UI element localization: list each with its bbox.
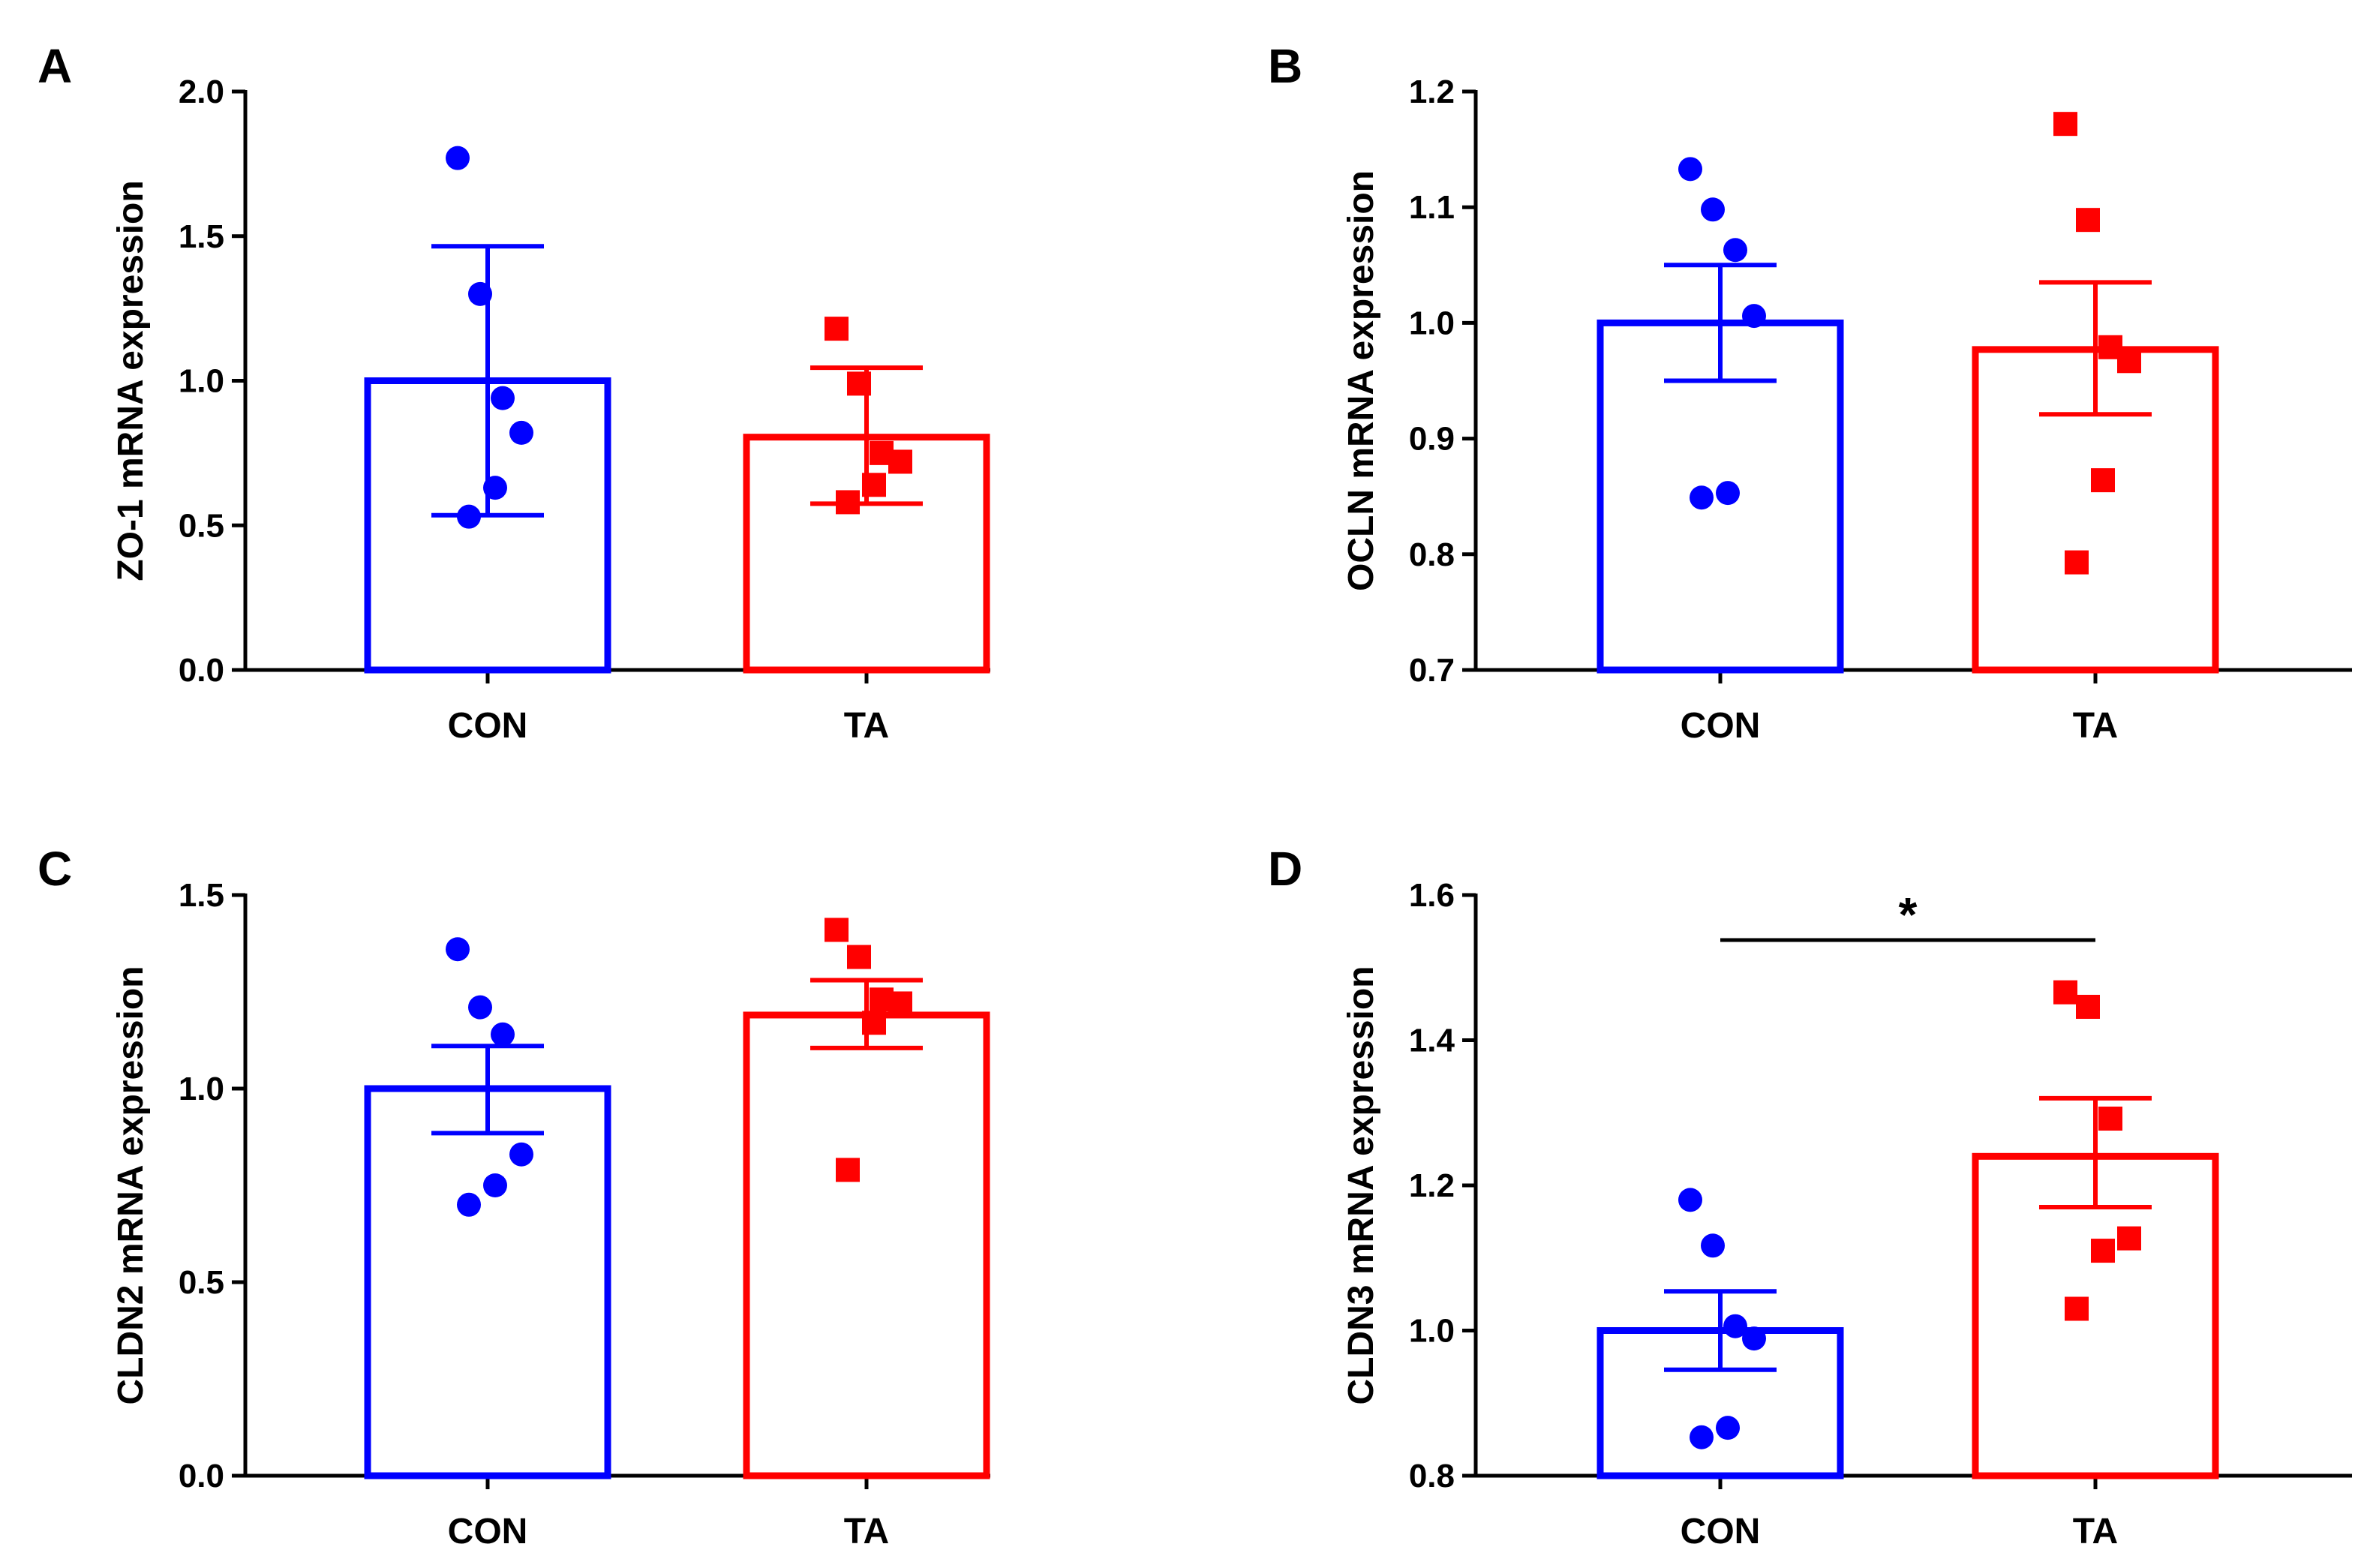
x-category-label: TA <box>844 1512 889 1551</box>
data-point-con <box>446 146 470 170</box>
y-tick-label: 0.8 <box>1409 536 1455 573</box>
data-point-ta <box>862 1011 886 1035</box>
bar-con <box>364 1085 611 1479</box>
y-tick-label: 0.0 <box>179 652 224 689</box>
y-tick-label: 1.2 <box>1409 74 1455 110</box>
y-axis-title: OCLN mRNA expression <box>1341 170 1381 591</box>
data-point-con <box>1716 1416 1740 1440</box>
data-point-con <box>491 386 515 410</box>
data-point-ta <box>2076 994 2100 1019</box>
data-point-con <box>1690 1425 1714 1449</box>
data-point-con <box>483 476 507 500</box>
y-tick-label: 1.0 <box>179 1071 224 1107</box>
data-point-con <box>1678 157 1702 182</box>
y-tick-label: 0.0 <box>179 1458 224 1494</box>
x-category-label: CON <box>1681 706 1761 746</box>
data-point-ta <box>847 945 871 969</box>
y-tick-label: 1.0 <box>1409 1313 1455 1350</box>
significance-marker: * <box>1899 888 1918 942</box>
y-tick-label: 1.2 <box>1409 1167 1455 1204</box>
data-point-ta <box>2065 550 2089 575</box>
y-tick-label: 2.0 <box>179 74 224 110</box>
data-point-ta <box>2053 112 2077 137</box>
data-point-con <box>1742 1326 1766 1351</box>
data-point-ta <box>836 1158 860 1182</box>
y-tick-label: 1.4 <box>1409 1023 1455 1059</box>
data-point-con <box>509 1142 533 1167</box>
data-point-con <box>1690 485 1714 510</box>
data-point-con <box>468 281 492 306</box>
y-tick-label: 1.0 <box>1409 305 1455 341</box>
panel-label: B <box>1268 39 1302 93</box>
data-point-ta <box>836 490 860 515</box>
data-point-con <box>1678 1188 1702 1212</box>
x-category-label: TA <box>2073 706 2118 746</box>
bar-ta <box>743 1011 990 1479</box>
data-point-ta <box>825 317 849 341</box>
data-point-con <box>1723 1314 1747 1338</box>
data-point-con <box>1701 197 1725 222</box>
panel-label: A <box>38 39 72 93</box>
data-point-con <box>483 1173 507 1197</box>
data-point-con <box>1723 238 1747 263</box>
chart-panel-d: D 0.8 1.0 1.2 1.4 1.6 CLDN3 mRNA expression CON… <box>1268 842 2352 1551</box>
y-tick-label: 0.7 <box>1409 652 1455 689</box>
data-point-con <box>1716 481 1740 506</box>
y-axis-title: CLDN2 mRNA expression <box>111 966 151 1404</box>
data-point-ta <box>847 371 871 396</box>
y-tick-label: 0.8 <box>1409 1458 1455 1494</box>
data-point-con <box>457 504 481 529</box>
x-category-label: CON <box>448 1512 528 1551</box>
data-point-con <box>446 937 470 962</box>
y-tick-label: 1.0 <box>179 363 224 400</box>
x-category-label: TA <box>2073 1512 2118 1551</box>
y-axis-title: CLDN3 mRNA expression <box>1341 966 1381 1404</box>
x-category-label: CON <box>448 706 528 746</box>
data-point-ta <box>2091 468 2115 493</box>
data-point-ta <box>888 449 912 474</box>
y-tick-label: 1.5 <box>179 877 224 914</box>
y-tick-label: 1.6 <box>1409 877 1455 914</box>
data-point-ta <box>888 991 912 1016</box>
y-tick-label: 0.9 <box>1409 421 1455 458</box>
panel-label: D <box>1268 842 1302 896</box>
y-tick-label: 1.5 <box>179 218 224 255</box>
data-point-ta <box>2091 1239 2115 1263</box>
data-point-ta <box>2098 1106 2122 1131</box>
data-point-ta <box>2065 1296 2089 1321</box>
data-point-con <box>491 1022 515 1047</box>
data-point-con <box>1701 1233 1725 1258</box>
x-category-label: CON <box>1681 1512 1761 1551</box>
y-tick-label: 1.1 <box>1409 189 1455 226</box>
y-tick-label: 0.5 <box>179 507 224 544</box>
data-point-ta <box>825 918 849 942</box>
data-point-ta <box>2117 349 2141 374</box>
data-point-ta <box>2117 1226 2141 1251</box>
data-point-con <box>1742 304 1766 329</box>
data-point-ta <box>862 473 886 497</box>
x-category-label: TA <box>844 706 889 746</box>
data-point-con <box>509 420 533 445</box>
y-axis-title: ZO-1 mRNA expression <box>111 180 151 581</box>
y-tick-label: 0.5 <box>179 1264 224 1301</box>
data-point-ta <box>2053 980 2077 1005</box>
data-point-con <box>457 1192 481 1217</box>
chart-panel-a: A 0.0 0.5 1.0 1.5 2.0 ZO-1 mRNA expression CON T… <box>38 39 990 746</box>
data-point-ta <box>2076 208 2100 233</box>
panel-label: C <box>38 842 72 896</box>
chart-panel-c: C 0.0 0.5 1.0 1.5 CLDN2 mRNA expression CON TA <box>38 842 990 1551</box>
chart-panel-b: B 0.7 0.8 0.9 1.0 1.1 1.2 OCLN mRNA expression C… <box>1268 39 2352 746</box>
data-point-con <box>468 995 492 1020</box>
